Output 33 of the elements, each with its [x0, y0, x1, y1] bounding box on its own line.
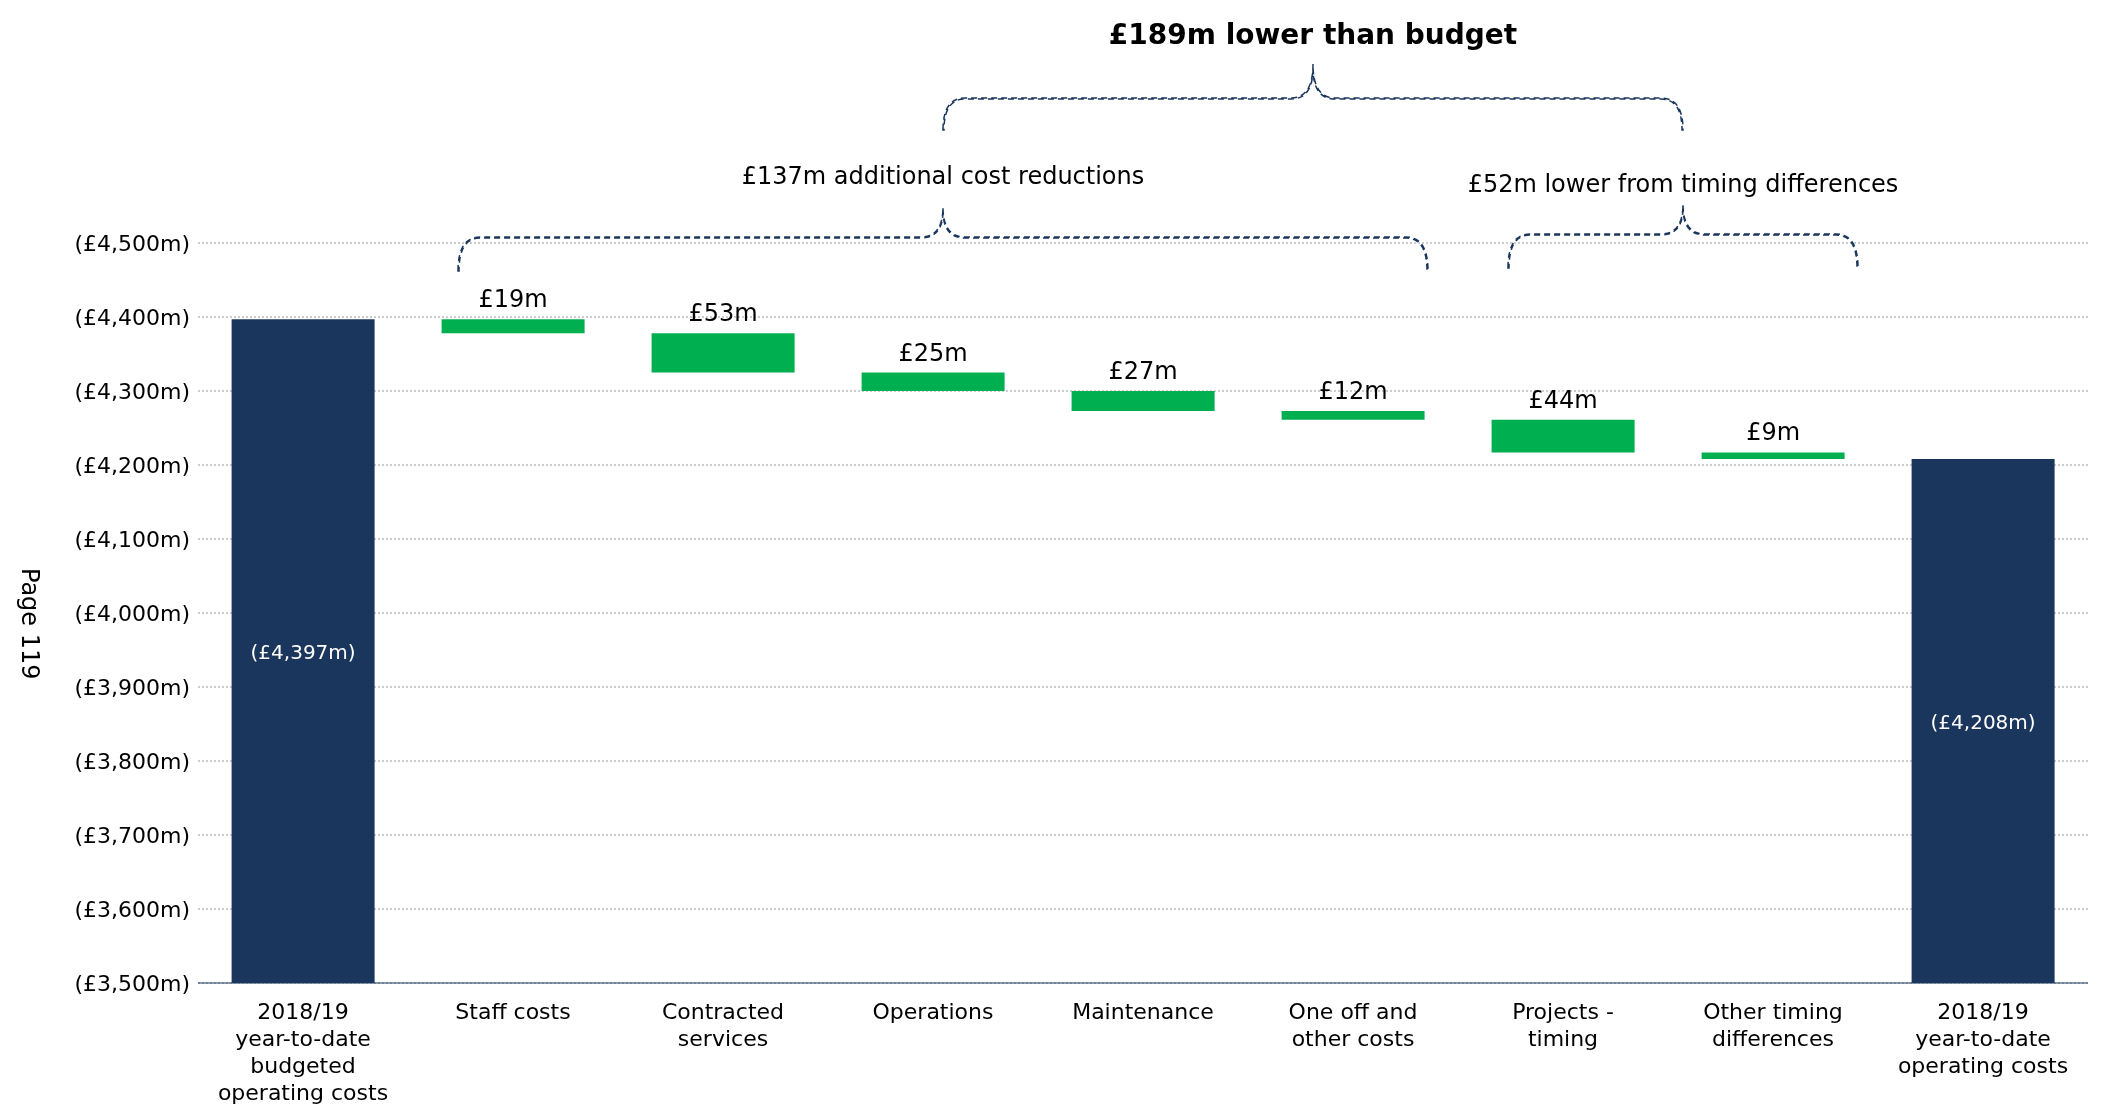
y-tick-label: (£4,400m) — [74, 304, 190, 330]
data-label: £12m — [1318, 376, 1388, 405]
y-tick-label: (£4,000m) — [74, 600, 190, 626]
text: £189m lower than budget — [1108, 18, 1518, 51]
text: £137m additional cost reductions — [741, 162, 1145, 190]
y-tick-label: (£3,900m) — [74, 674, 190, 700]
y-tick-label: (£4,100m) — [74, 526, 190, 552]
x-tick-label: Maintenance — [1072, 999, 1214, 1024]
y-tick-label: (£3,800m) — [74, 748, 190, 774]
data-label: £44m — [1528, 385, 1598, 414]
y-tick-label: (£3,700m) — [74, 822, 190, 848]
x-tick-label: Contracted services — [661, 999, 785, 1051]
y-tick-label: (£4,500m) — [74, 230, 190, 256]
data-label: £19m — [478, 285, 548, 314]
y-tick-label: (£3,600m) — [74, 896, 190, 922]
data-label: £25m — [898, 338, 968, 367]
x-tick-label: 2018/19 year-to-date budgeted operating costs — [217, 999, 389, 1105]
y-tick-label: (£4,200m) — [74, 452, 190, 478]
y-tick-label: (£3,500m) — [74, 970, 190, 996]
x-tick-label: Staff costs — [455, 999, 571, 1024]
data-label: £53m — [688, 299, 758, 328]
text: £52m lower from timing differences — [1467, 170, 1899, 198]
text: Page 119 — [16, 568, 44, 680]
data-label: (£4,397m) — [250, 640, 356, 665]
data-label: £9m — [1746, 418, 1801, 447]
x-tick-label: Other timing differences — [1703, 999, 1843, 1051]
x-tick-label: 2018/19 year-to-date operating costs — [1897, 999, 2069, 1078]
x-tick-label: Projects - timing — [1512, 999, 1614, 1051]
data-label: £27m — [1108, 357, 1178, 385]
x-tick-label: Operations — [872, 999, 994, 1024]
x-tick-label: One off and other costs — [1288, 999, 1418, 1051]
y-tick-label: (£4,300m) — [74, 378, 190, 404]
data-label: (£4,208m) — [1930, 710, 2036, 735]
